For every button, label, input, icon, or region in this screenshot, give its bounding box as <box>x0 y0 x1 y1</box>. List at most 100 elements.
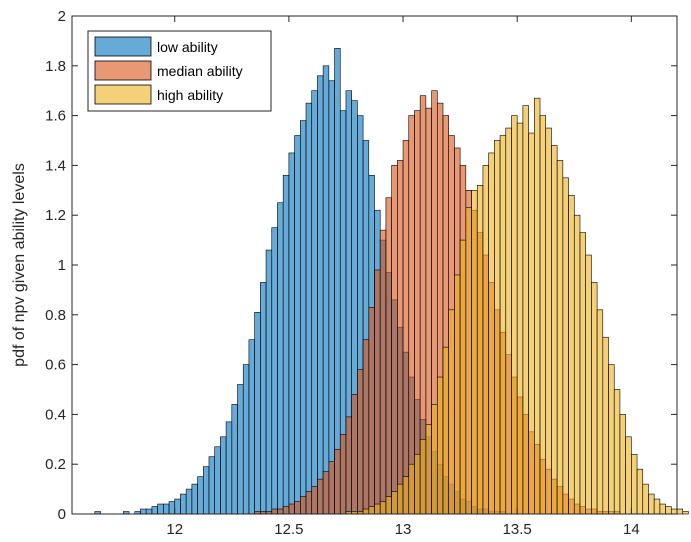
histogram-bar <box>157 503 164 515</box>
histogram-bar <box>374 269 381 515</box>
histogram-bar <box>174 498 181 515</box>
histogram-bar <box>305 102 313 515</box>
histogram-bar <box>311 486 318 515</box>
histogram-bar <box>442 346 449 515</box>
histogram-bar <box>471 190 478 515</box>
legend-item: median ability <box>94 60 243 81</box>
histogram-bar <box>670 508 678 515</box>
histogram-bar <box>636 468 644 515</box>
x-tick-label: 13 <box>395 521 412 538</box>
histogram-bar <box>436 376 444 515</box>
histogram-bar <box>163 503 170 515</box>
histogram-bar <box>317 75 324 515</box>
histogram-bar <box>402 140 410 515</box>
histogram-bar <box>345 416 352 515</box>
legend: low ability median ability high ability <box>87 30 272 112</box>
histogram-bar <box>454 274 461 515</box>
x-tick-label: 14 <box>623 521 640 538</box>
histogram-bar <box>551 145 558 515</box>
histogram-bar <box>431 404 438 515</box>
y-tick-label: 0.6 <box>45 357 66 374</box>
y-tick-label: 0.2 <box>45 456 66 473</box>
histogram-bar <box>311 90 318 515</box>
histogram-bar <box>602 336 609 515</box>
histogram-bar <box>528 132 535 515</box>
histogram-bar <box>511 115 518 515</box>
histogram-bar <box>288 503 295 515</box>
histogram-bar <box>488 152 495 515</box>
histogram-bar <box>208 456 215 515</box>
histogram-bar <box>277 508 284 515</box>
histogram-bar <box>185 488 193 515</box>
histogram-bar <box>334 448 341 515</box>
histogram-bar <box>294 501 301 515</box>
histogram-bar <box>334 48 341 515</box>
histogram-bar <box>505 127 512 515</box>
histogram-bar <box>299 496 307 515</box>
histogram-bar <box>145 508 153 515</box>
histogram-bar <box>322 65 330 515</box>
histogram-bar <box>294 135 301 515</box>
y-axis-label: pdf of npv given ability levels <box>11 163 28 367</box>
histogram-bar <box>220 436 227 515</box>
histogram-bar <box>619 414 626 515</box>
histogram-bar <box>568 194 575 515</box>
histogram-bar <box>665 506 672 515</box>
histogram-bar <box>282 506 290 515</box>
histogram-bar <box>482 165 489 515</box>
histogram-bar <box>562 177 569 515</box>
histogram-bar <box>357 369 364 515</box>
histogram-bar <box>579 232 586 515</box>
y-tick-label: 1 <box>58 257 66 274</box>
histogram-bar <box>225 421 233 515</box>
histogram-bar <box>591 282 598 515</box>
histogram-bar <box>613 389 621 515</box>
histogram-bar <box>265 249 273 515</box>
histogram-bar <box>414 453 421 515</box>
histogram-bar <box>180 493 187 515</box>
x-tick-label: 13.5 <box>503 521 532 538</box>
histogram-bar <box>648 493 655 515</box>
histogram-bar <box>282 175 290 515</box>
histogram-bar <box>397 483 404 515</box>
histogram-bar <box>202 466 210 515</box>
histogram-bar <box>459 239 467 515</box>
histogram-bar <box>385 496 392 515</box>
histogram-bar <box>653 498 661 515</box>
x-tick-label: 12 <box>166 521 183 538</box>
histogram-bar <box>368 307 375 515</box>
histogram-bar <box>534 97 541 515</box>
histogram-bar <box>585 254 592 515</box>
legend-label: high ability <box>157 87 223 103</box>
histogram-bar <box>676 508 684 515</box>
histogram-bar <box>499 135 507 515</box>
histogram-bar <box>197 476 204 515</box>
histogram-bar <box>191 483 198 515</box>
histogram-bar <box>317 478 324 515</box>
histogram-bar <box>425 424 432 515</box>
histogram-bar <box>271 227 278 515</box>
histogram-bar <box>402 476 410 515</box>
legend-swatch <box>94 60 152 81</box>
legend-label: median ability <box>157 63 243 79</box>
histogram-bar <box>299 120 307 515</box>
histogram-bar <box>328 80 335 515</box>
histogram-bar <box>271 508 278 515</box>
histogram-bar <box>214 446 221 515</box>
histogram-bar <box>277 202 284 515</box>
y-tick-label: 0 <box>58 506 66 523</box>
histogram-bar <box>237 384 244 515</box>
histogram-bar <box>573 214 581 515</box>
histogram-bar <box>391 165 398 515</box>
histogram-bar <box>151 506 158 515</box>
histogram-bar <box>305 491 313 515</box>
histogram-bar <box>522 105 529 515</box>
y-tick-label: 0.8 <box>45 307 66 324</box>
histogram-bar <box>408 463 415 515</box>
histogram-bar <box>368 506 375 515</box>
histogram-bar <box>242 364 250 515</box>
histogram-bar <box>231 404 238 515</box>
y-tick-label: 1.4 <box>45 157 66 174</box>
legend-swatch <box>94 84 152 105</box>
y-tick-label: 1.2 <box>45 207 66 224</box>
